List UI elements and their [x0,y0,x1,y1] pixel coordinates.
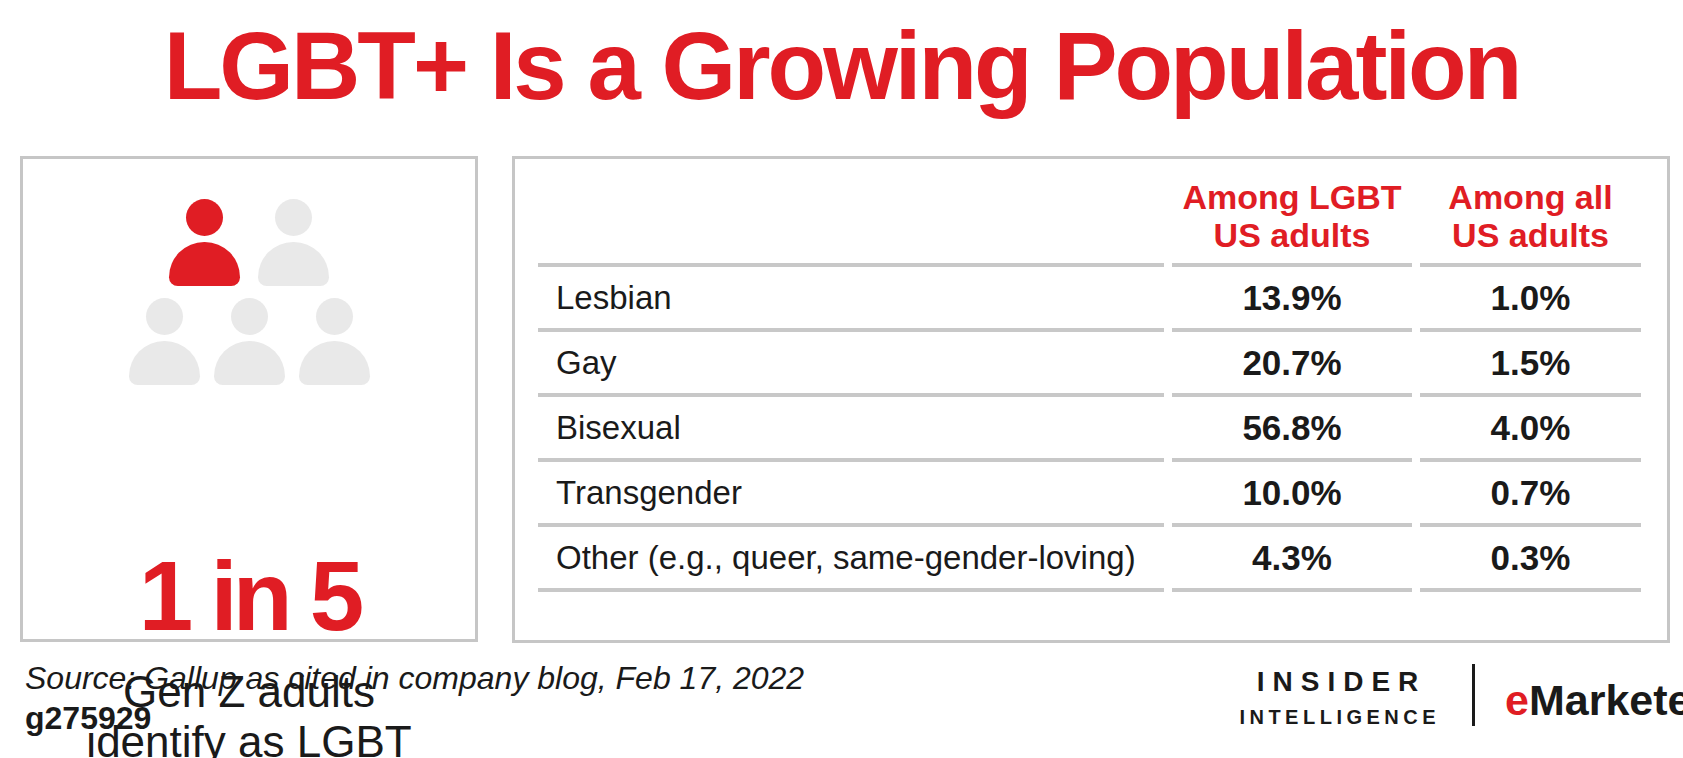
row-label: Transgender [538,458,1164,523]
emarketer-logo-text: Marketer [1529,676,1683,724]
chart-id: g275929 [25,700,151,737]
table-row: Bisexual 56.8% 4.0% [538,393,1641,458]
person-torso-icon [129,341,200,385]
table-row: Transgender 10.0% 0.7% [538,458,1641,523]
column-header-among-all: Among all US adults [1420,178,1641,263]
data-table: Among LGBT US adults Among all US adults… [538,159,1641,592]
person-icon-highlighted [169,199,240,286]
pictogram-row-top [169,199,329,286]
stat-card: 1 in 5 Gen Z adults identify as LGBT [20,156,478,642]
data-table-card: Among LGBT US adults Among all US adults… [512,156,1670,643]
value-among-lgbt: 4.3% [1172,523,1412,588]
row-label: Lesbian [538,263,1164,328]
value-among-lgbt: 10.0% [1172,458,1412,523]
page-title: LGBT+ Is a Growing Population [0,0,1683,132]
row-label: Bisexual [538,393,1164,458]
person-torso-icon [169,242,240,286]
value-among-all: 0.7% [1420,458,1641,523]
person-icon [258,199,329,286]
value-among-lgbt: 56.8% [1172,393,1412,458]
value-among-all: 1.0% [1420,263,1641,328]
person-head-icon [275,199,312,236]
column-header-among-lgbt: Among LGBT US adults [1172,178,1412,263]
row-label: Gay [538,328,1164,393]
value-among-all: 0.3% [1420,523,1641,588]
person-head-icon [231,298,268,335]
insider-intelligence-logo: INSIDER INTELLIGENCE [1225,666,1450,729]
row-label: Other (e.g., queer, same-gender-loving) [538,523,1164,588]
table-header-row: Among LGBT US adults Among all US adults [538,159,1641,263]
person-icon [299,298,370,385]
value-among-all: 4.0% [1420,393,1641,458]
person-torso-icon [299,341,370,385]
pictogram-row-bottom [129,298,370,385]
insider-logo-line1: INSIDER [1225,666,1450,698]
stat-value: 1 in 5 [23,547,475,645]
person-icon [214,298,285,385]
table-bottom-rule [538,588,1641,592]
logo-divider [1472,664,1475,726]
emarketer-e-icon: e [1505,676,1529,724]
value-among-all: 1.5% [1420,328,1641,393]
value-among-lgbt: 20.7% [1172,328,1412,393]
person-head-icon [146,298,183,335]
table-row: Other (e.g., queer, same-gender-loving) … [538,523,1641,588]
source-note: Source: Gallup as cited in company blog,… [25,660,804,697]
person-head-icon [186,199,223,236]
table-row: Gay 20.7% 1.5% [538,328,1641,393]
table-row: Lesbian 13.9% 1.0% [538,263,1641,328]
emarketer-logo: eMarketer® [1505,676,1683,725]
person-icon [129,298,200,385]
insider-logo-line2: INTELLIGENCE [1225,706,1450,729]
person-torso-icon [258,242,329,286]
person-torso-icon [214,341,285,385]
people-pictogram [23,199,475,385]
value-among-lgbt: 13.9% [1172,263,1412,328]
row-label-column-header [538,254,1164,263]
person-head-icon [316,298,353,335]
